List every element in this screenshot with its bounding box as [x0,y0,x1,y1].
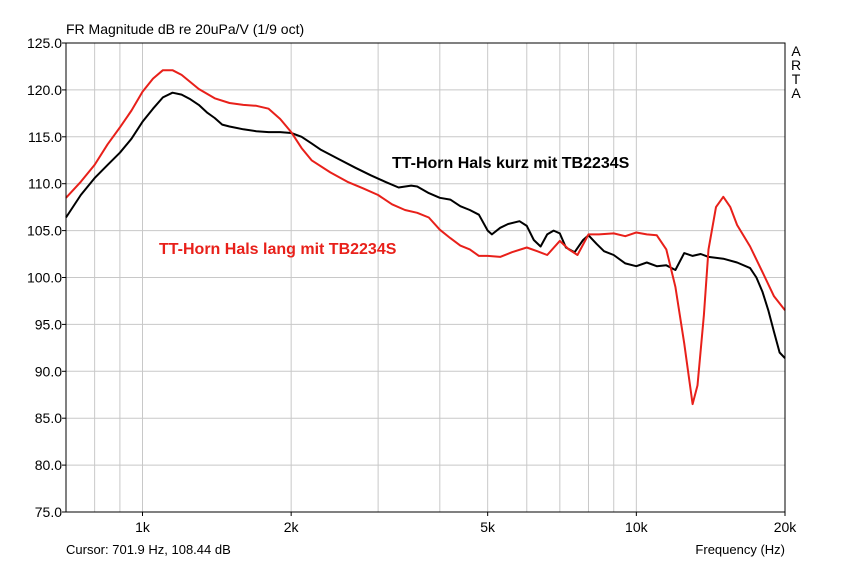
annotation-lang: TT-Horn Hals lang mit TB2234S [159,241,397,258]
x-tick-label: 1k [135,519,151,535]
arta-watermark: ARTA [790,43,802,101]
y-tick-label: 115.0 [28,129,62,145]
y-tick-label: 105.0 [27,223,62,239]
y-tick-label: 75.0 [35,504,62,520]
annotation-kurz: TT-Horn Hals kurz mit TB2234S [392,155,630,172]
y-tick-label: 125.0 [27,35,62,51]
y-tick-label: 110.0 [28,176,62,192]
y-tick-label: 95.0 [35,316,62,332]
x-tick-label: 10k [625,519,649,535]
series-line-kurz[interactable] [65,91,786,359]
response-curves [65,69,786,406]
series-line-lang[interactable] [65,69,786,406]
y-axis-ticks: 125.0 120.0 115.0 110.0 105.0 100.0 95.0 90.0 85… [27,35,66,520]
y-tick-label: 85.0 [35,410,62,426]
curve-annotations: TT-Horn Hals kurz mit TB2234S TT-Horn Hal… [159,155,630,258]
y-tick-label: 90.0 [35,363,62,379]
y-tick-label: 120.0 [27,82,62,98]
chart-title: FR Magnitude dB re 20uPa/V (1/9 oct) [66,21,305,37]
y-tick-label: 100.0 [27,270,62,286]
x-axis-label: Frequency (Hz) [695,542,785,557]
x-tick-label: 2k [284,519,300,535]
x-tick-label: 20k [774,519,798,535]
x-axis-ticks: 1k 2k 5k 10k 20k [135,512,797,535]
x-tick-label: 5k [480,519,496,535]
cursor-readout: Cursor: 701.9 Hz, 108.44 dB [66,542,231,557]
grid-lines [66,42,785,513]
y-tick-label: 80.0 [35,457,62,473]
